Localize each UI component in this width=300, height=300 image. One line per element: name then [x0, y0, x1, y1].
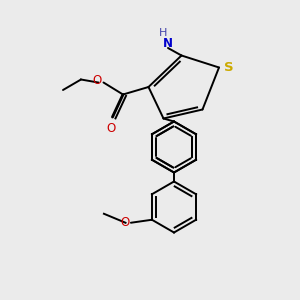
Text: O: O [120, 216, 129, 229]
Text: O: O [93, 74, 102, 88]
Text: H: H [159, 28, 168, 38]
Text: S: S [224, 61, 234, 74]
Text: O: O [106, 122, 116, 134]
Text: N: N [162, 37, 172, 50]
